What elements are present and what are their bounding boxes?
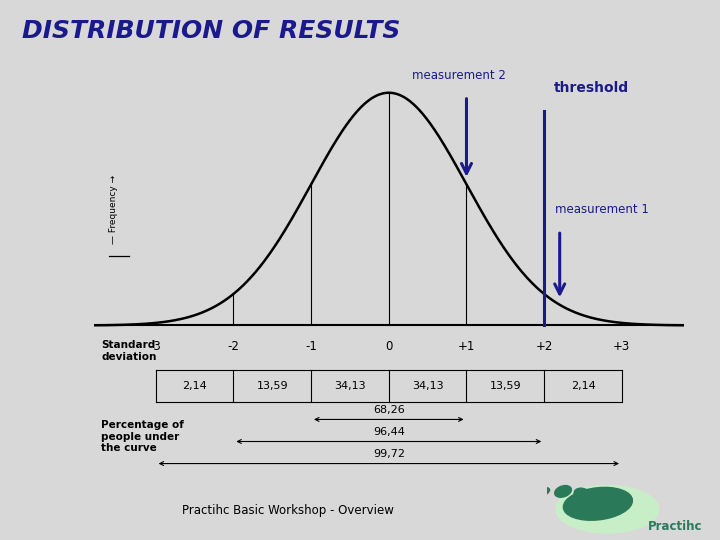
Ellipse shape: [556, 485, 659, 533]
Text: 34,13: 34,13: [334, 381, 366, 391]
Text: 2,14: 2,14: [571, 381, 595, 391]
Ellipse shape: [589, 492, 607, 504]
Text: Practihc: Practihc: [648, 520, 703, 533]
Ellipse shape: [554, 485, 572, 497]
Ellipse shape: [563, 488, 632, 520]
Text: DISTRIBUTION OF RESULTS: DISTRIBUTION OF RESULTS: [22, 19, 400, 43]
Text: -1: -1: [305, 340, 317, 353]
Ellipse shape: [529, 488, 549, 498]
Text: Practihc Basic Workshop - Overview: Practihc Basic Workshop - Overview: [182, 504, 394, 517]
Text: measurement 1: measurement 1: [556, 204, 649, 217]
Text: 13,59: 13,59: [490, 381, 521, 391]
Text: -3: -3: [150, 340, 161, 353]
Text: 99,72: 99,72: [373, 449, 405, 459]
Ellipse shape: [574, 488, 590, 500]
Text: 68,26: 68,26: [373, 405, 405, 415]
Text: 13,59: 13,59: [256, 381, 288, 391]
Text: Percentage of
people under
the curve: Percentage of people under the curve: [102, 420, 184, 454]
Text: Standard
deviation: Standard deviation: [102, 340, 157, 362]
Text: +1: +1: [458, 340, 475, 353]
Text: measurement 2: measurement 2: [412, 69, 505, 82]
Text: 0: 0: [385, 340, 392, 353]
Text: 2,14: 2,14: [182, 381, 207, 391]
Text: -2: -2: [228, 340, 239, 353]
Text: 96,44: 96,44: [373, 427, 405, 437]
Text: +3: +3: [613, 340, 631, 353]
Text: +2: +2: [536, 340, 553, 353]
Text: threshold: threshold: [554, 81, 629, 95]
Text: — Frequency →: — Frequency →: [109, 174, 117, 244]
Text: 34,13: 34,13: [412, 381, 444, 391]
